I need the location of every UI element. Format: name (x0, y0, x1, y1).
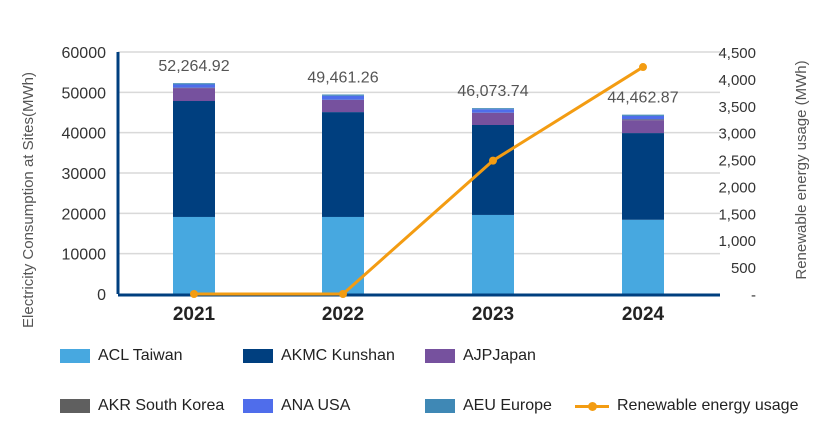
legend-label: Renewable energy usage (617, 397, 799, 414)
renewable-point (639, 63, 647, 72)
x-tick-label: 2024 (622, 304, 665, 325)
y-tick-label: 0 (97, 287, 106, 304)
renewable-line (194, 65, 644, 296)
legend-item: AKR South Korea (60, 397, 224, 415)
y2-tick-label: 2,000 (718, 179, 756, 196)
y-tick-label: 20000 (62, 206, 107, 223)
bar-ajpjapan (322, 99, 364, 113)
bar-acl-taiwan (173, 216, 215, 294)
bar-akmc-kunshan (472, 125, 514, 215)
bar-aeu-europe (173, 83, 215, 85)
x-tick-label: 2022 (322, 304, 364, 325)
renewable-point (190, 290, 198, 298)
legend-item: AKMC Kunshan (243, 347, 395, 365)
x-tick-label: 2021 (173, 304, 216, 325)
bar-ajpjapan (472, 112, 514, 126)
legend-swatch (425, 399, 455, 413)
total-label: 46,073.74 (457, 83, 528, 100)
legend-swatch (60, 349, 90, 363)
legend-swatch (243, 399, 273, 413)
legend-label: AJPJapan (463, 347, 536, 364)
y-tick-label: 40000 (62, 126, 107, 143)
legend-label: AEU Europe (463, 397, 552, 414)
legend-label: AKMC Kunshan (281, 347, 395, 364)
bar-acl-taiwan (472, 214, 514, 294)
bar-ana-usa (472, 109, 514, 113)
y2-tick-label: 2,500 (718, 153, 756, 170)
legend-item: Renewable energy usage (575, 397, 798, 415)
x-tick-label: 2023 (472, 304, 514, 325)
renewable-point (489, 156, 497, 165)
y2-tick-label: - (751, 287, 756, 304)
total-label: 49,461.26 (307, 70, 378, 87)
bar-ana-usa (173, 84, 215, 88)
legend-swatch (425, 349, 455, 363)
total-label: 52,264.92 (158, 58, 229, 75)
y2-tick-label: 500 (731, 260, 756, 277)
bar-aeu-europe (322, 94, 364, 96)
legend-label: ANA USA (281, 397, 351, 414)
bar-akmc-kunshan (622, 133, 664, 220)
legend-swatch (575, 399, 609, 413)
bar-acl-taiwan (622, 219, 664, 294)
legend-item: ANA USA (243, 397, 350, 415)
bar-akr-south-korea (622, 119, 664, 121)
legend-swatch (243, 349, 273, 363)
y2-tick-label: 4,000 (718, 72, 756, 89)
y-axis-title: Electricity Consumption at Sites(MWh) (20, 72, 37, 328)
y-tick-label: 10000 (62, 247, 107, 264)
legend-item: AEU Europe (425, 397, 552, 415)
total-label: 44,462.87 (607, 90, 678, 107)
combo-chart: 0 10000 20000 30000 40000 50000 60000 - 500 1,000… (20, 45, 810, 328)
y-tick-label: 50000 (62, 85, 107, 102)
bar-akmc-kunshan (322, 112, 364, 217)
y2-tick-label: 1,500 (718, 206, 756, 223)
legend-swatch (60, 399, 90, 413)
legend-item: AJPJapan (425, 347, 536, 365)
y2-axis-title: Renewable energy usage (MWh) (793, 60, 810, 279)
y2-tick-label: 4,500 (718, 45, 756, 62)
bar-ana-usa (322, 95, 364, 100)
y2-tick-label: 1,000 (718, 233, 756, 250)
y-tick-label: 60000 (62, 45, 107, 62)
bar-aeu-europe (622, 114, 664, 116)
legend-label: AKR South Korea (98, 397, 225, 414)
legend-label: ACL Taiwan (98, 347, 183, 364)
y2-tick-label: 3,500 (718, 99, 756, 116)
bar-akmc-kunshan (173, 101, 215, 217)
legend-item: ACL Taiwan (60, 347, 183, 365)
bar-ajpjapan (173, 88, 215, 102)
bar-ajpjapan (622, 120, 664, 134)
bar-aeu-europe (472, 108, 514, 110)
renewable-point (339, 290, 347, 298)
bar-ana-usa (622, 115, 664, 120)
y-tick-label: 30000 (62, 166, 107, 183)
y2-tick-label: 3,000 (718, 126, 756, 143)
